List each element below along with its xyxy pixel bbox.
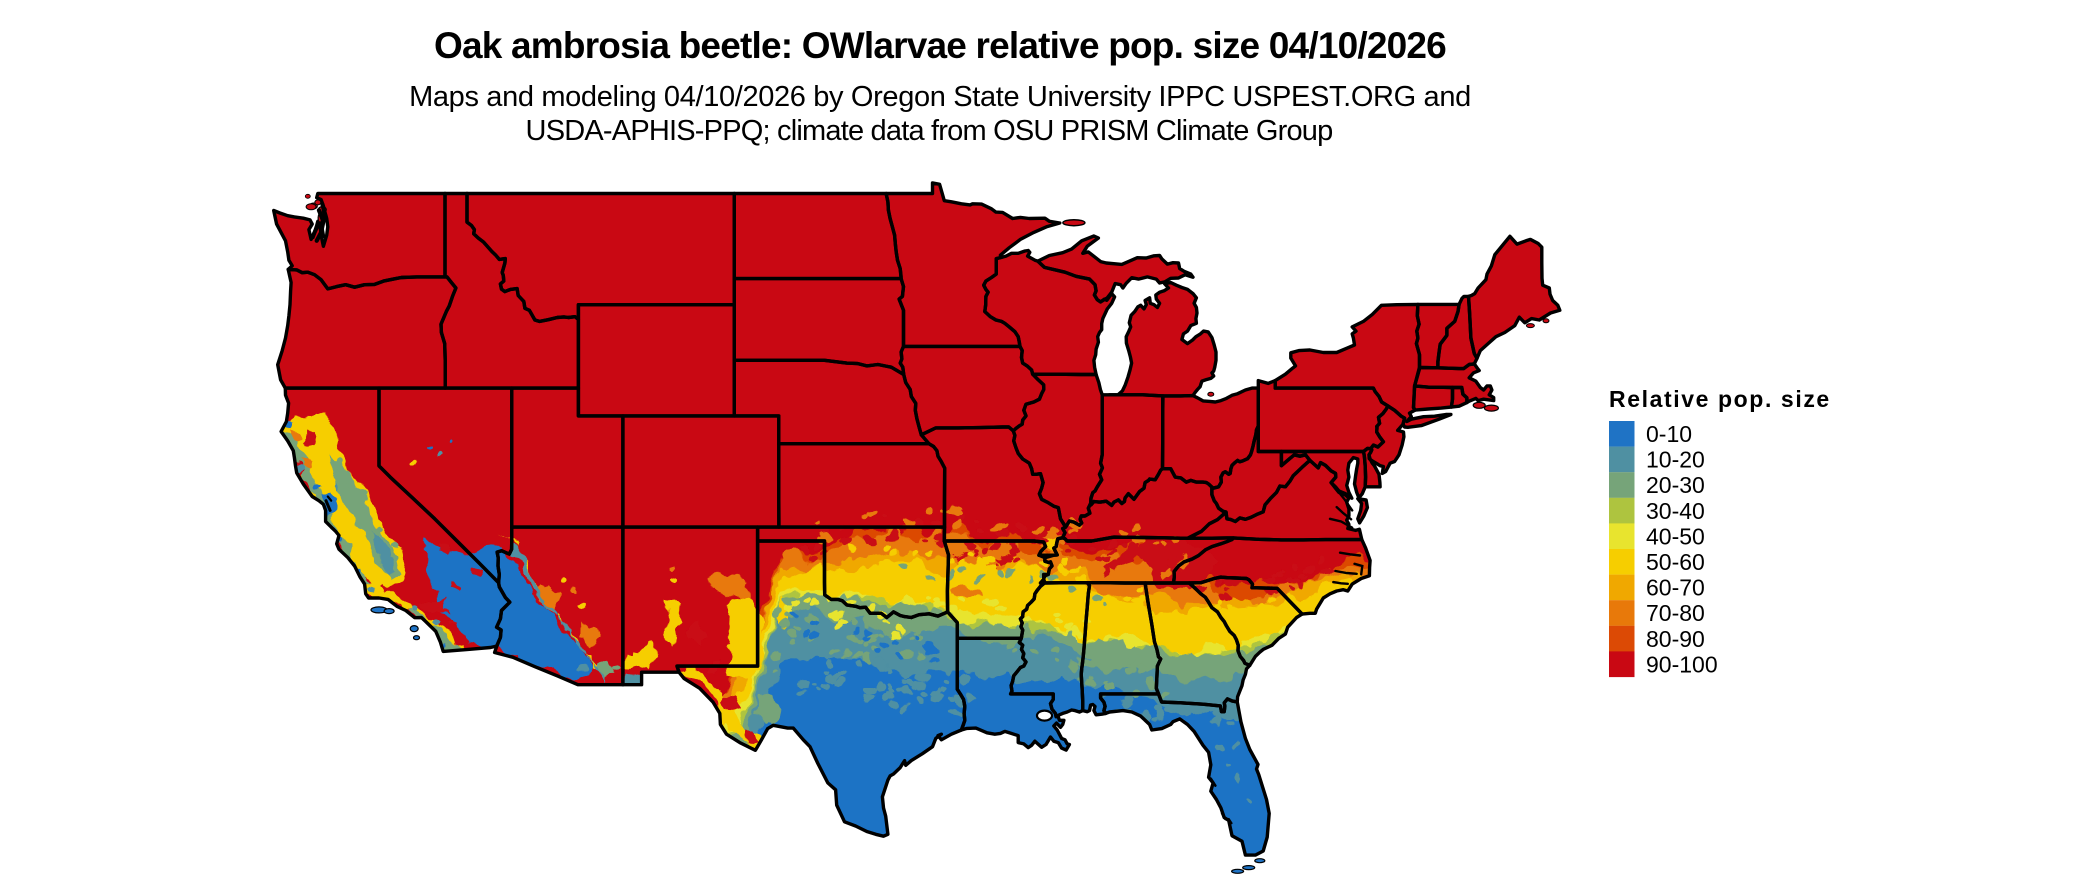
svg-text:80-90: 80-90 [1646,626,1705,652]
svg-text:20-30: 20-30 [1646,472,1705,498]
svg-text:60-70: 60-70 [1646,575,1705,601]
svg-text:70-80: 70-80 [1646,600,1705,626]
svg-text:90-100: 90-100 [1646,651,1718,677]
svg-text:10-20: 10-20 [1646,447,1705,473]
svg-text:Relative pop. size: Relative pop. size [1609,386,1831,412]
svg-text:50-60: 50-60 [1646,549,1705,575]
svg-text:0-10: 0-10 [1646,421,1692,447]
svg-text:30-40: 30-40 [1646,498,1705,524]
svg-text:40-50: 40-50 [1646,523,1705,549]
